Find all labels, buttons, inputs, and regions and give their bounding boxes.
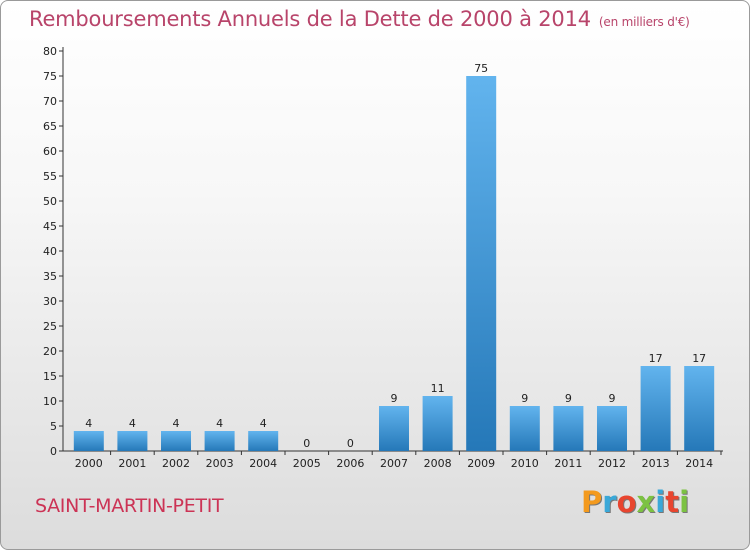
y-tick-label: 45 [43, 220, 57, 233]
y-tick-label: 70 [43, 95, 57, 108]
y-tick-label: 60 [43, 145, 57, 158]
data-label-2006: 0 [347, 437, 354, 450]
chart-title: Remboursements Annuels de la Dette de 20… [29, 7, 690, 31]
x-tick-label-2009: 2009 [467, 457, 495, 470]
data-label-2004: 4 [260, 417, 267, 430]
x-tick-label-2003: 2003 [206, 457, 234, 470]
y-tick-label: 50 [43, 195, 57, 208]
data-label-2007: 9 [391, 392, 398, 405]
y-tick-label: 65 [43, 120, 57, 133]
data-label-2003: 4 [216, 417, 223, 430]
y-tick-label: 15 [43, 370, 57, 383]
logo-letter: P [581, 485, 603, 519]
x-tick-label-2011: 2011 [554, 457, 582, 470]
x-tick-label-2006: 2006 [336, 457, 364, 470]
x-tick-label-2014: 2014 [685, 457, 713, 470]
x-tick-label-2005: 2005 [293, 457, 321, 470]
y-tick-label: 30 [43, 295, 57, 308]
proxiti-logo[interactable]: Proxiti [581, 485, 689, 519]
bar-2004 [248, 431, 279, 451]
y-tick-label: 20 [43, 345, 57, 358]
data-label-2013: 17 [649, 352, 663, 365]
x-tick-label-2010: 2010 [511, 457, 539, 470]
y-tick-label: 35 [43, 270, 57, 283]
bar-2008 [422, 396, 453, 451]
y-tick-label: 55 [43, 170, 57, 183]
bar-2012 [597, 406, 627, 451]
logo-letter: r [602, 485, 617, 519]
chart-title-text: Remboursements Annuels de la Dette de 20… [29, 7, 591, 31]
data-label-2002: 4 [173, 417, 180, 430]
data-label-2005: 0 [303, 437, 310, 450]
x-tick-label-2012: 2012 [598, 457, 626, 470]
logo-letter: x [636, 485, 656, 519]
x-tick-label-2001: 2001 [118, 457, 146, 470]
y-tick-label: 40 [43, 245, 57, 258]
data-label-2012: 9 [609, 392, 616, 405]
bar-2010 [509, 406, 540, 451]
chart-subtitle: (en milliers d'€) [598, 15, 690, 29]
data-label-2000: 4 [85, 417, 92, 430]
bar-2009 [466, 76, 497, 451]
data-label-2009: 75 [474, 62, 488, 75]
data-label-2011: 9 [565, 392, 572, 405]
y-tick-label: 10 [43, 395, 57, 408]
data-label-2008: 11 [431, 382, 445, 395]
logo-letter: i [655, 485, 666, 519]
bar-2003 [204, 431, 235, 451]
bar-2007 [379, 406, 409, 451]
logo-letter: o [616, 485, 637, 519]
logo-letter: t [665, 485, 680, 519]
y-tick-label: 25 [43, 320, 57, 333]
chart-labels: 2000 4 2001 4 2002 4 2003 4 2004 4 2005 0 2006 0 2007 9… [75, 62, 713, 470]
data-label-2010: 9 [521, 392, 528, 405]
logo-letter: i [679, 485, 690, 519]
chart-bars [73, 76, 715, 451]
bar-2014 [684, 366, 715, 451]
x-tick-label-2002: 2002 [162, 457, 190, 470]
bar-2001 [117, 431, 148, 451]
x-tick-label-2000: 2000 [75, 457, 103, 470]
bar-2002 [161, 431, 191, 451]
city-name: SAINT-MARTIN-PETIT [35, 495, 224, 517]
x-tick-label-2004: 2004 [249, 457, 277, 470]
data-label-2014: 17 [692, 352, 706, 365]
y-tick-label: 80 [43, 45, 57, 58]
bar-2011 [553, 406, 584, 451]
bar-2000 [73, 431, 104, 451]
x-tick-label-2008: 2008 [424, 457, 452, 470]
y-tick-label: 0 [50, 445, 57, 458]
x-tick-label-2013: 2013 [642, 457, 670, 470]
bar-2013 [640, 366, 671, 451]
y-tick-label: 5 [50, 420, 57, 433]
x-tick-label-2007: 2007 [380, 457, 408, 470]
data-label-2001: 4 [129, 417, 136, 430]
y-tick-label: 75 [43, 70, 57, 83]
